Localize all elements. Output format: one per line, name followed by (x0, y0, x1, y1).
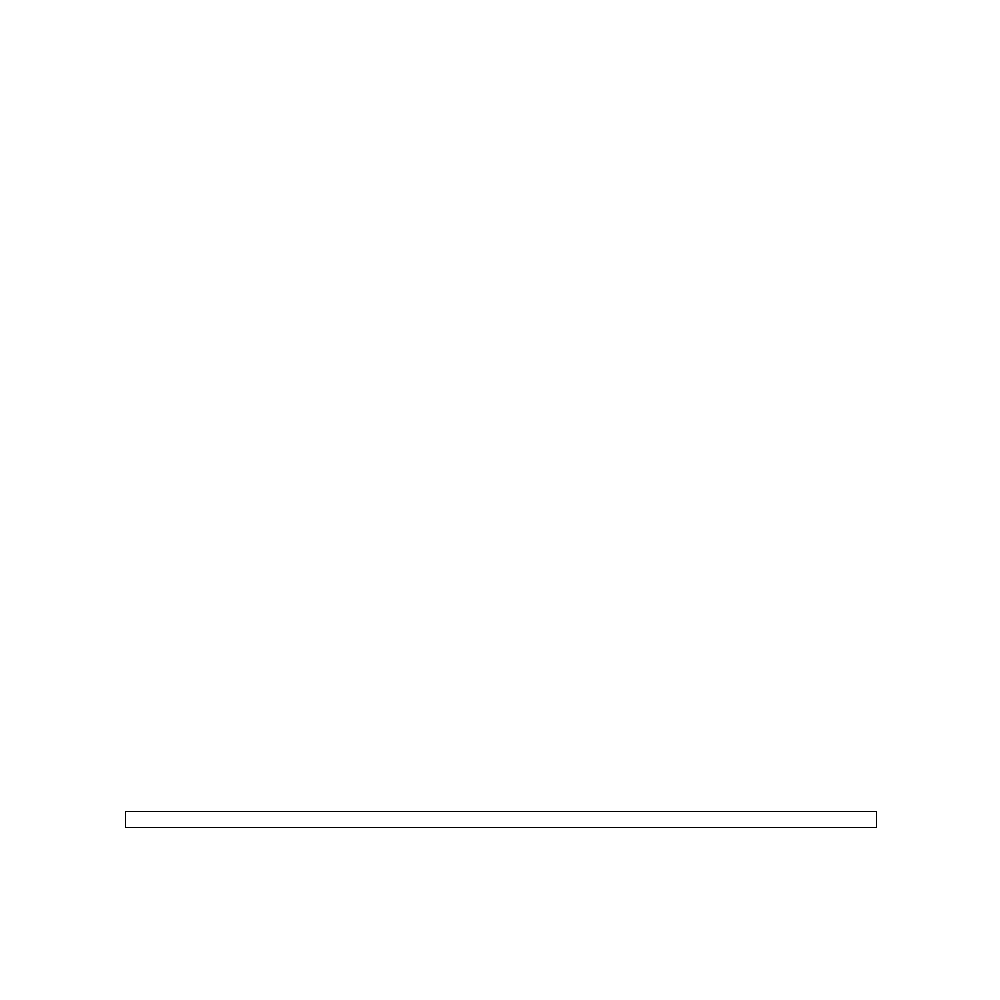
page-title (0, 33, 1000, 59)
colorbar (125, 811, 877, 828)
valid-time-subtitle (0, 59, 1000, 81)
colorbar-tick-labels (0, 833, 1000, 857)
